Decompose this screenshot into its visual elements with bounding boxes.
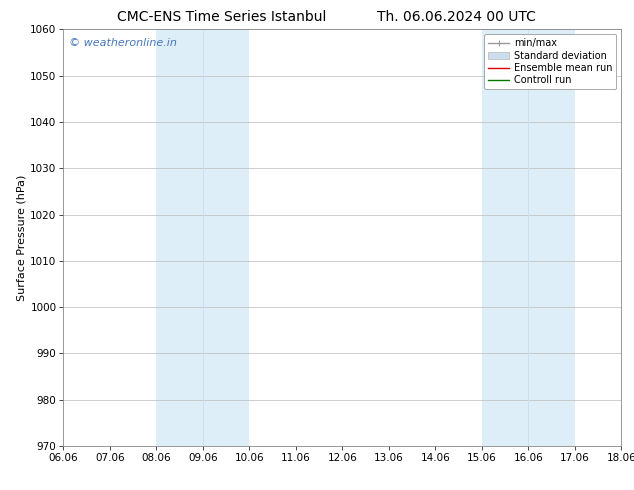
Text: CMC-ENS Time Series Istanbul: CMC-ENS Time Series Istanbul xyxy=(117,10,327,24)
Text: © weatheronline.in: © weatheronline.in xyxy=(69,38,177,48)
Bar xyxy=(482,29,575,446)
Legend: min/max, Standard deviation, Ensemble mean run, Controll run: min/max, Standard deviation, Ensemble me… xyxy=(484,34,616,89)
Bar xyxy=(157,29,249,446)
Y-axis label: Surface Pressure (hPa): Surface Pressure (hPa) xyxy=(16,174,26,301)
Text: Th. 06.06.2024 00 UTC: Th. 06.06.2024 00 UTC xyxy=(377,10,536,24)
